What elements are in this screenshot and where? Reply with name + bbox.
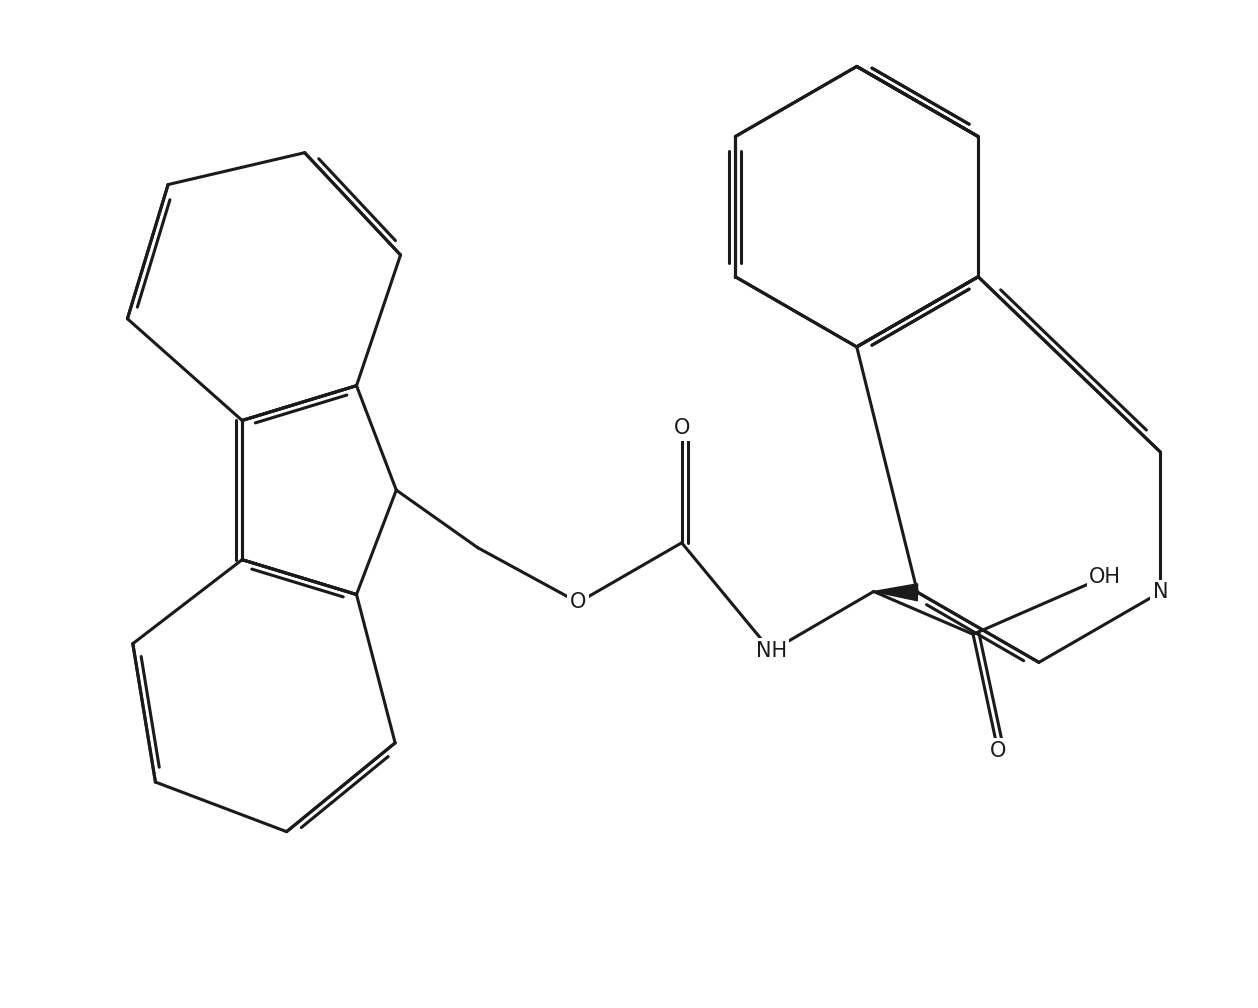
Text: N: N bbox=[1152, 583, 1169, 602]
Text: OH: OH bbox=[1089, 566, 1121, 587]
Text: NH: NH bbox=[756, 641, 786, 661]
Text: O: O bbox=[570, 593, 586, 613]
Polygon shape bbox=[873, 584, 917, 601]
Text: N: N bbox=[1152, 583, 1169, 602]
Text: O: O bbox=[673, 418, 689, 438]
Text: O: O bbox=[673, 418, 689, 438]
Text: O: O bbox=[570, 593, 586, 613]
Text: O: O bbox=[990, 741, 1006, 761]
Text: NH: NH bbox=[756, 641, 786, 661]
Text: OH: OH bbox=[1089, 566, 1121, 587]
Text: O: O bbox=[990, 741, 1006, 761]
